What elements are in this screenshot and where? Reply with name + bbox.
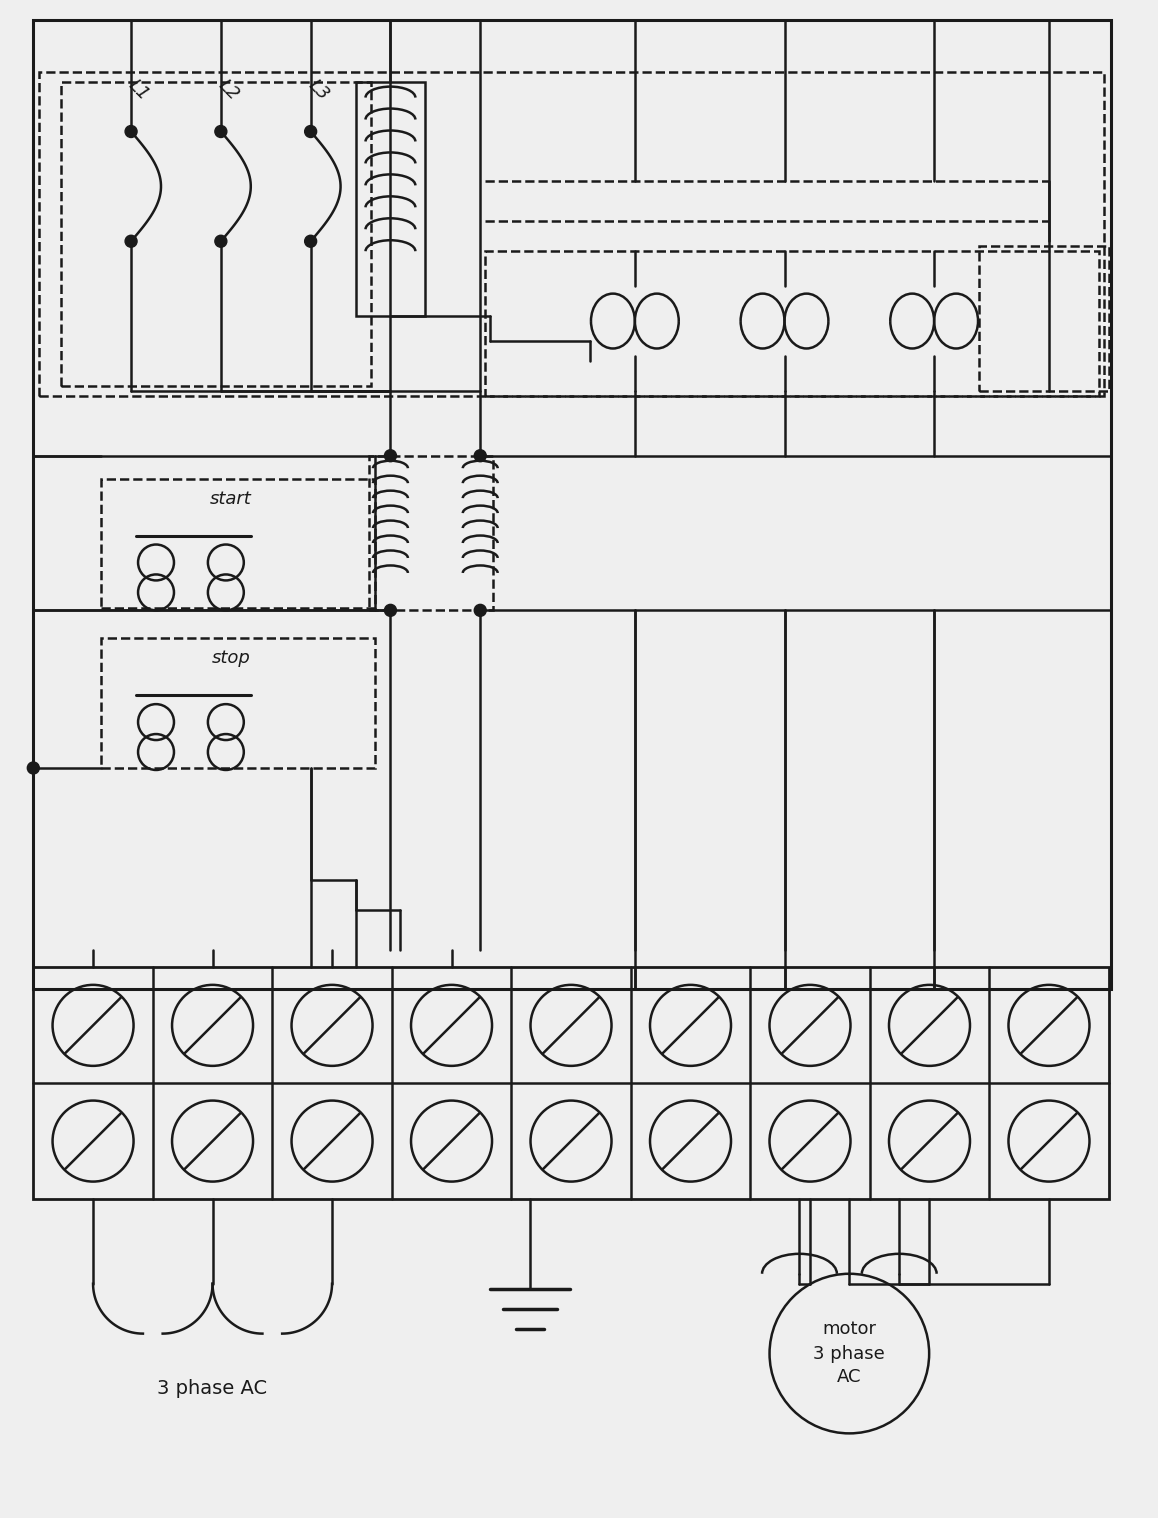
- Circle shape: [125, 126, 137, 138]
- Text: L1: L1: [125, 76, 153, 103]
- Bar: [101, 638, 375, 768]
- Text: L2: L2: [215, 76, 243, 103]
- Circle shape: [305, 235, 316, 247]
- Bar: [61, 82, 371, 386]
- Text: start: start: [210, 490, 251, 507]
- Text: motor: motor: [822, 1319, 877, 1337]
- Text: stop: stop: [212, 650, 250, 668]
- Bar: [368, 455, 493, 610]
- Circle shape: [28, 762, 39, 774]
- Bar: [356, 82, 425, 316]
- Bar: [39, 71, 1104, 396]
- Text: AC: AC: [837, 1368, 862, 1386]
- Circle shape: [215, 235, 227, 247]
- Text: 3 phase: 3 phase: [813, 1345, 885, 1363]
- Bar: [101, 478, 375, 609]
- Text: L3: L3: [305, 76, 332, 103]
- Circle shape: [384, 604, 396, 616]
- Circle shape: [125, 235, 137, 247]
- Circle shape: [215, 126, 227, 138]
- Circle shape: [475, 449, 486, 461]
- Bar: [34, 20, 1111, 990]
- Text: 3 phase AC: 3 phase AC: [157, 1378, 267, 1398]
- Bar: [485, 250, 1099, 396]
- Circle shape: [305, 126, 316, 138]
- Circle shape: [475, 604, 486, 616]
- Bar: [34, 967, 1108, 1199]
- Bar: [979, 246, 1108, 392]
- Circle shape: [384, 449, 396, 461]
